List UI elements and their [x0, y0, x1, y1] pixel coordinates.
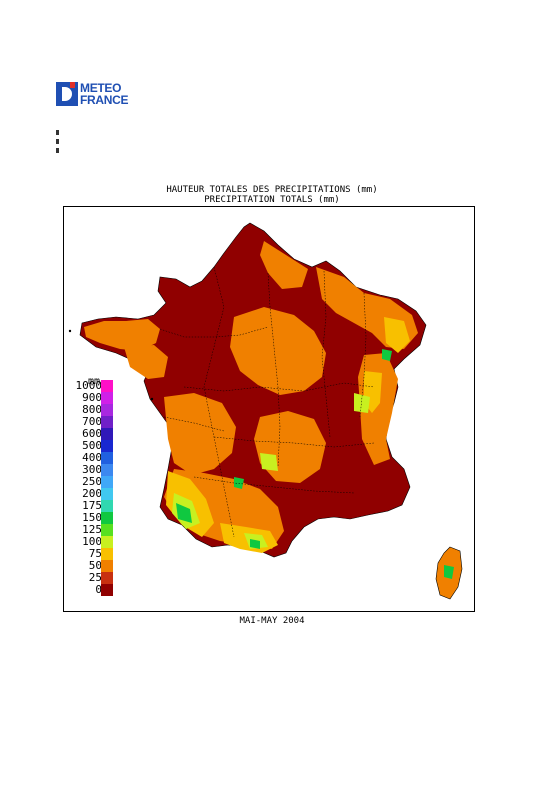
legend-item: 150 — [64, 512, 124, 524]
legend-item: 800 — [64, 404, 124, 416]
legend-item: 300 — [64, 464, 124, 476]
region-southeast-darkred — [316, 445, 394, 515]
legend-unit: mm — [88, 376, 101, 387]
legend-label: 150 — [82, 511, 102, 524]
legend-label: 75 — [88, 547, 102, 560]
region-ariege-green — [250, 539, 260, 549]
logo-text: METEO FRANCE — [80, 81, 129, 107]
legend-swatch — [101, 536, 113, 548]
legend-label: 900 — [82, 391, 102, 404]
legend-swatch — [101, 476, 113, 488]
legend-swatch — [101, 428, 113, 440]
legend-swatch — [101, 452, 113, 464]
region-bretagne-east — [124, 345, 168, 379]
legend-label: 400 — [82, 451, 102, 464]
region-massif-lime — [260, 453, 278, 471]
legend-label: 100 — [82, 535, 102, 548]
legend-label: 800 — [82, 403, 102, 416]
corsica-green — [444, 565, 454, 579]
region-alps-lime — [354, 393, 370, 413]
legend-label: 700 — [82, 415, 102, 428]
legend-label: 600 — [82, 427, 102, 440]
legend-item: 700 — [64, 416, 124, 428]
france-precipitation-map — [68, 222, 463, 600]
logo-line1: METEO — [80, 81, 122, 95]
period-label: MAI-MAY 2004 — [239, 616, 305, 626]
legend-item: 75 — [64, 548, 124, 560]
legend-item: 400 — [64, 452, 124, 464]
mark — [56, 139, 59, 144]
legend-item: 50 — [64, 560, 124, 572]
mark — [56, 130, 59, 135]
legend-item: 500 — [64, 440, 124, 452]
legend-item: 25 — [64, 572, 124, 584]
legend-label: 175 — [82, 499, 102, 512]
legend-label: 200 — [82, 487, 102, 500]
mark — [56, 148, 59, 153]
legend-label: 50 — [88, 559, 102, 572]
legend-label: 25 — [88, 571, 102, 584]
map-title-en: PRECIPITATION TOTALS (mm) — [204, 195, 340, 205]
legend-swatch — [101, 392, 113, 404]
legend-swatch — [101, 512, 113, 524]
legend-item: 100 — [64, 536, 124, 548]
legend-swatch — [101, 560, 113, 572]
legend-item: 600 — [64, 428, 124, 440]
region-north — [260, 241, 308, 289]
legend-swatch — [101, 440, 113, 452]
legend-label: 0 — [95, 583, 102, 596]
legend-swatch — [101, 572, 113, 584]
legend-label: 500 — [82, 439, 102, 452]
island — [150, 397, 154, 401]
region-west — [164, 393, 236, 475]
legend-item: 125 — [64, 524, 124, 536]
legend-item: 0 — [64, 584, 124, 596]
legend-item: 200 — [64, 488, 124, 500]
region-basque-green — [176, 503, 192, 523]
legend-label: 300 — [82, 463, 102, 476]
region-jura-green — [382, 349, 392, 361]
legend-swatch — [101, 584, 113, 596]
legend-label: 125 — [82, 523, 102, 536]
legend-swatch — [101, 524, 113, 536]
legend-swatch — [101, 416, 113, 428]
flag-mark-icon — [70, 82, 75, 88]
legend-item: 250 — [64, 476, 124, 488]
meteo-france-logo: METEO FRANCE — [56, 82, 146, 108]
legend-label: 250 — [82, 475, 102, 488]
legend-swatch — [101, 404, 113, 416]
map-title-fr: HAUTEUR TOTALES DES PRECIPITATIONS (mm) — [166, 185, 378, 195]
side-marks — [56, 130, 60, 157]
legend-swatch — [101, 548, 113, 560]
region-limousin-green — [234, 477, 244, 489]
legend-item: 175 — [64, 500, 124, 512]
legend-swatch — [101, 380, 113, 392]
island — [68, 329, 72, 333]
legend-swatch — [101, 488, 113, 500]
legend-swatch — [101, 500, 113, 512]
legend-item: 900 — [64, 392, 124, 404]
region-east-amber — [384, 317, 410, 353]
logo-line2: FRANCE — [80, 93, 129, 107]
region-center — [230, 307, 326, 395]
region-brittany — [84, 319, 160, 351]
meteo-france-emblem-icon — [56, 82, 78, 106]
legend-swatch — [101, 464, 113, 476]
legend-label: 1000 — [75, 379, 103, 392]
legend-item: 1000 — [64, 380, 124, 392]
